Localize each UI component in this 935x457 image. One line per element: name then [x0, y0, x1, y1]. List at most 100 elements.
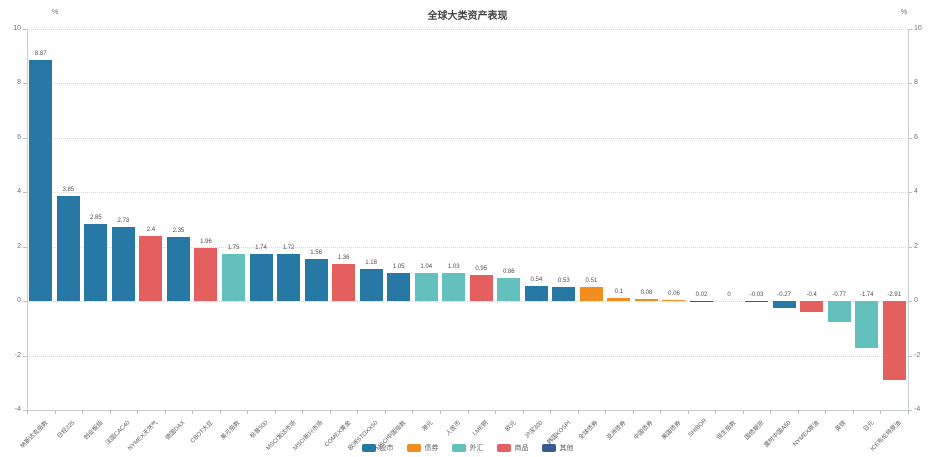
bar[interactable] [745, 301, 769, 303]
bar[interactable] [166, 237, 190, 302]
legend-item-债券[interactable]: 债券 [406, 443, 439, 453]
y-tick-label-left: -4 [14, 406, 21, 413]
bar[interactable] [29, 59, 53, 302]
x-tick-mark [109, 410, 111, 414]
legend-item-商品[interactable]: 商品 [496, 443, 529, 453]
bar[interactable] [579, 287, 603, 302]
legend-item-外汇[interactable]: 外汇 [451, 443, 484, 453]
x-axis-category-label: CBOT大豆 [189, 420, 215, 445]
x-tick-mark [137, 410, 139, 414]
bar-value-label: -0.77 [832, 292, 847, 299]
legend-label: 商品 [514, 445, 529, 452]
x-axis-category-label: 港元 [421, 420, 435, 433]
x-tick-mark [577, 410, 579, 414]
x-tick-mark [852, 410, 854, 414]
x-axis-category-label: 韩国KOSPI [546, 420, 573, 446]
bar-value-label: -0.03 [749, 292, 764, 299]
legend-label: 股市 [379, 445, 394, 452]
bar[interactable] [304, 258, 328, 302]
x-axis-category-label: 全球债券 [578, 420, 600, 442]
bar[interactable] [662, 299, 686, 302]
x-axis-category-label: 沪深300 [524, 420, 545, 440]
bar-value-label: -2.91 [887, 292, 902, 299]
x-axis-category-label: 欧元 [504, 420, 518, 433]
legend-swatch [496, 444, 511, 452]
y-gridline [27, 29, 908, 30]
x-tick-mark [467, 410, 469, 414]
bar[interactable] [524, 286, 548, 302]
bar[interactable] [497, 277, 521, 302]
y-tick-label-right: 2 [914, 242, 918, 250]
bar[interactable] [634, 298, 658, 302]
bar[interactable] [690, 300, 714, 302]
bar[interactable] [827, 301, 851, 323]
bar[interactable] [442, 273, 466, 302]
bar-value-label: 0 [727, 292, 731, 299]
bar[interactable] [249, 253, 273, 302]
bar-value-label: 0.1 [614, 289, 624, 296]
bar[interactable] [469, 275, 493, 302]
bar[interactable] [552, 286, 576, 302]
x-axis-category-label: 国债期货 [743, 420, 765, 442]
y-axis-line-left [27, 29, 28, 410]
bar-value-label: 1.74 [255, 244, 267, 251]
bar[interactable] [221, 253, 245, 302]
y-tick-mark-right [908, 83, 912, 85]
y-tick-label-left: 6 [17, 133, 21, 141]
bar-value-label: 0.54 [530, 277, 543, 284]
x-axis-category-label: 亚洲债券 [606, 420, 628, 442]
bar-value-label: 0.53 [558, 277, 570, 284]
bar-value-label: 2.73 [117, 217, 130, 224]
bar-value-label: -0.4 [806, 292, 817, 299]
bar-value-label: 1.18 [365, 260, 377, 267]
y-tick-mark-left [23, 137, 27, 139]
bar[interactable] [607, 298, 631, 302]
bar[interactable] [359, 269, 383, 302]
x-tick-mark [384, 410, 386, 414]
y-tick-mark-left [23, 301, 27, 303]
bar[interactable] [277, 254, 301, 302]
legend-item-股市[interactable]: 股市 [361, 443, 394, 453]
y-gridline [27, 137, 908, 139]
y-gridline [27, 301, 908, 303]
x-axis-category-label: LME铜 [472, 420, 490, 438]
y-tick-mark-right [908, 192, 912, 194]
bar[interactable] [387, 272, 411, 302]
x-tick-mark [770, 410, 772, 414]
bar[interactable] [800, 301, 824, 313]
bar-value-label: 2.85 [89, 214, 102, 221]
bar[interactable] [56, 196, 80, 302]
y-tick-label-right: 10 [914, 25, 922, 32]
y-axis-unit-left: % [52, 9, 59, 16]
x-tick-mark [880, 410, 882, 414]
bar[interactable] [855, 301, 879, 349]
y-tick-label-right: -2 [914, 351, 921, 359]
y-tick-mark-right [908, 355, 912, 357]
x-tick-mark [54, 410, 56, 414]
y-tick-mark-right [908, 301, 912, 303]
bar[interactable] [111, 226, 135, 302]
bar[interactable] [772, 301, 796, 309]
bar-value-label: 0.02 [695, 291, 708, 298]
x-tick-mark [439, 410, 441, 414]
y-tick-label-right: 4 [914, 188, 918, 196]
bar-value-label: 1.72 [282, 245, 295, 252]
x-axis-category-label: 日经225 [56, 420, 77, 440]
bar[interactable] [139, 235, 163, 302]
bar[interactable] [84, 223, 108, 302]
y-axis-unit-right: % [901, 9, 908, 16]
y-tick-mark-right [908, 246, 912, 248]
legend-item-其他[interactable]: 其他 [541, 443, 574, 453]
bar[interactable] [194, 247, 218, 302]
x-tick-mark [219, 410, 221, 414]
y-gridline [27, 192, 908, 194]
chart-legend: 股市 债券 外汇 商品 其他 [0, 443, 935, 453]
bar[interactable] [332, 264, 356, 302]
y-tick-mark-left [23, 410, 27, 411]
bar-value-label: 1.75 [227, 244, 240, 251]
bar-value-label: -1.74 [859, 292, 874, 299]
bar[interactable] [882, 301, 906, 381]
bar[interactable] [414, 272, 438, 302]
x-tick-mark [687, 410, 689, 414]
